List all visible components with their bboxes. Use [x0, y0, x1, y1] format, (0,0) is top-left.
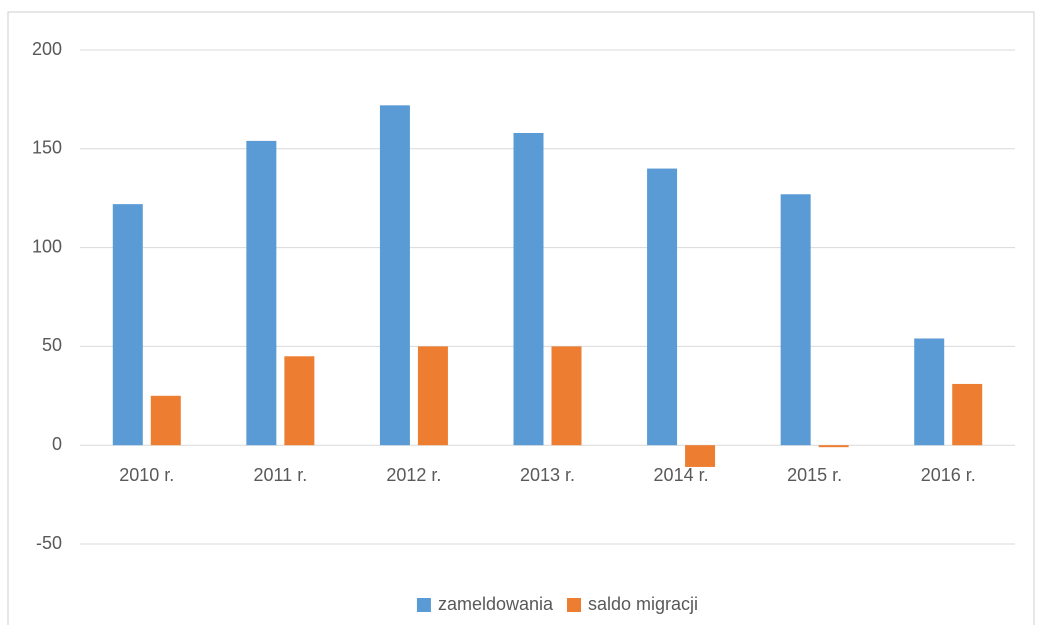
bar [647, 168, 678, 446]
x-tick-label: 2015 r. [787, 465, 842, 485]
x-tick-label: 2016 r. [921, 465, 976, 485]
bar [379, 105, 410, 446]
y-tick-label: 200 [32, 39, 62, 59]
x-tick-label: 2011 r. [253, 465, 307, 485]
x-tick-label: 2013 r. [520, 465, 575, 485]
bar [513, 132, 544, 446]
legend-label: saldo migracji [588, 594, 698, 614]
bar [150, 395, 181, 446]
y-tick-label: 0 [52, 434, 62, 454]
x-tick-label: 2012 r. [386, 465, 441, 485]
bar [551, 346, 582, 446]
bar [818, 445, 849, 448]
bar [246, 140, 277, 446]
legend-swatch [416, 598, 431, 612]
y-tick-label: 50 [42, 335, 62, 355]
bar [780, 194, 811, 446]
bar [284, 356, 315, 446]
bar [417, 346, 448, 446]
y-tick-label: -50 [36, 533, 62, 553]
bar [914, 338, 945, 446]
legend-swatch [567, 598, 582, 612]
bar [685, 445, 716, 467]
x-tick-label: 2010 r. [119, 465, 174, 485]
y-tick-label: 100 [32, 236, 62, 256]
chart-frame [7, 11, 1035, 625]
bar [952, 383, 983, 446]
legend-label: zameldowania [438, 594, 554, 614]
x-tick-label: 2014 r. [654, 465, 709, 485]
y-tick-label: 150 [32, 138, 62, 158]
bar [112, 204, 143, 446]
